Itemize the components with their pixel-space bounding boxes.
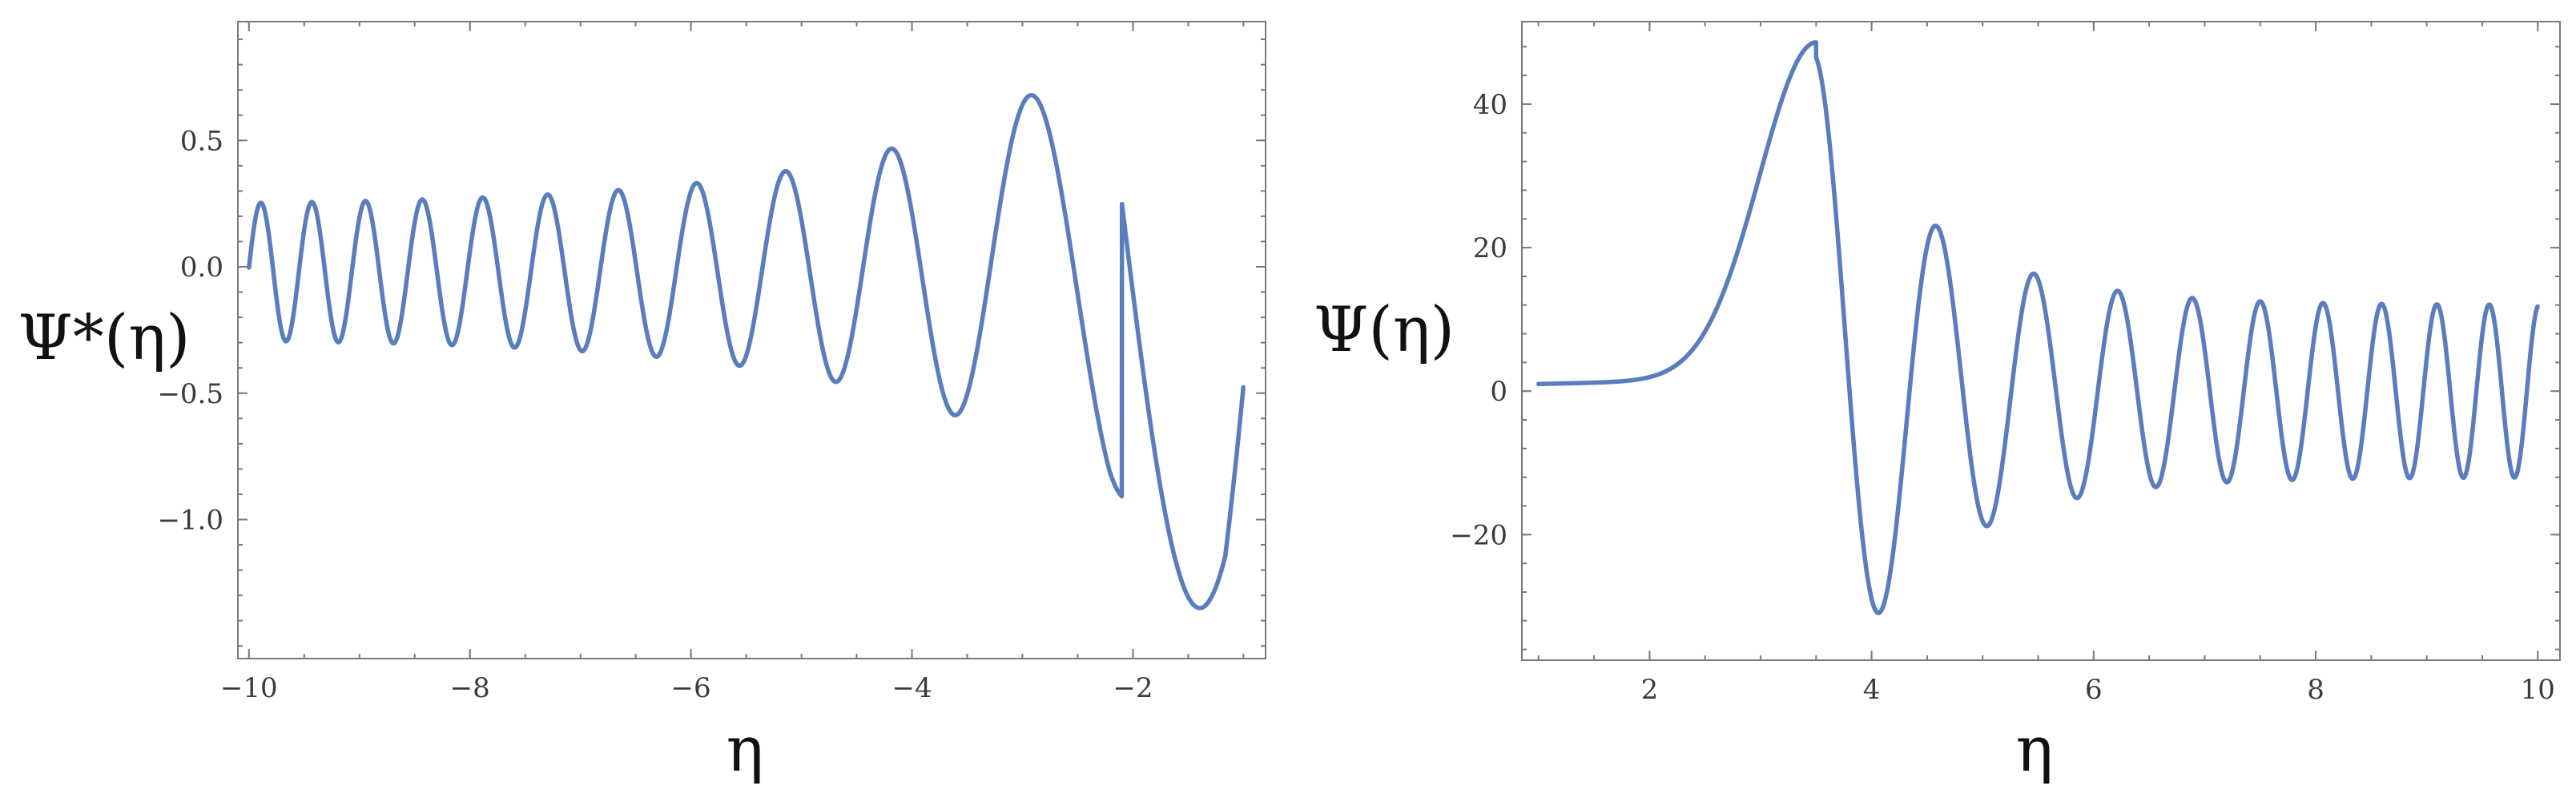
- x-tick-label: −8: [450, 672, 490, 704]
- left-plot-y-axis-label: Ψ*(η): [18, 302, 191, 374]
- y-tick-label: 0.0: [180, 252, 223, 284]
- x-tick-label: 8: [2307, 674, 2324, 706]
- right-plot-y-axis-label: Ψ(η): [1314, 294, 1455, 366]
- x-tick-label: 4: [1863, 674, 1881, 706]
- psi-curve: [1536, 40, 2540, 615]
- left-plot-panel: −10 −8 −6 −4 −2 −1.0 −0.5 0.0 0.5 η Ψ*(η): [18, 21, 1266, 786]
- x-tick-label: 10: [2521, 674, 2555, 706]
- x-tick-label: −10: [220, 672, 278, 704]
- right-plot-x-axis-label: η: [2016, 714, 2054, 786]
- y-tick-label: 0: [1490, 376, 1507, 408]
- y-tick-label: −0.5: [157, 378, 223, 410]
- y-tick-label: −20: [1450, 519, 1507, 551]
- left-plot-frame: [237, 21, 1266, 659]
- x-tick-label: 6: [2085, 674, 2103, 706]
- right-plot-panel: 2 4 6 8 10 −20 0 20 40 η Ψ(η): [1314, 21, 2561, 786]
- psi-star-curve: [247, 92, 1246, 611]
- x-tick-label: −6: [671, 672, 711, 704]
- right-plot-ticks: 2 4 6 8 10 −20 0 20 40: [1450, 22, 2560, 706]
- left-plot-x-axis-label: η: [727, 714, 764, 786]
- y-tick-label: 20: [1473, 232, 1507, 264]
- left-plot-ticks: −10 −8 −6 −4 −2 −1.0 −0.5 0.0 0.5: [157, 22, 1266, 704]
- x-tick-label: −2: [1113, 672, 1153, 704]
- y-tick-label: −1.0: [157, 504, 223, 536]
- x-tick-label: 2: [1641, 674, 1659, 706]
- y-tick-label: 40: [1473, 89, 1507, 121]
- right-plot-frame: [1521, 21, 2561, 661]
- x-tick-label: −4: [892, 672, 932, 704]
- y-tick-label: 0.5: [180, 125, 223, 157]
